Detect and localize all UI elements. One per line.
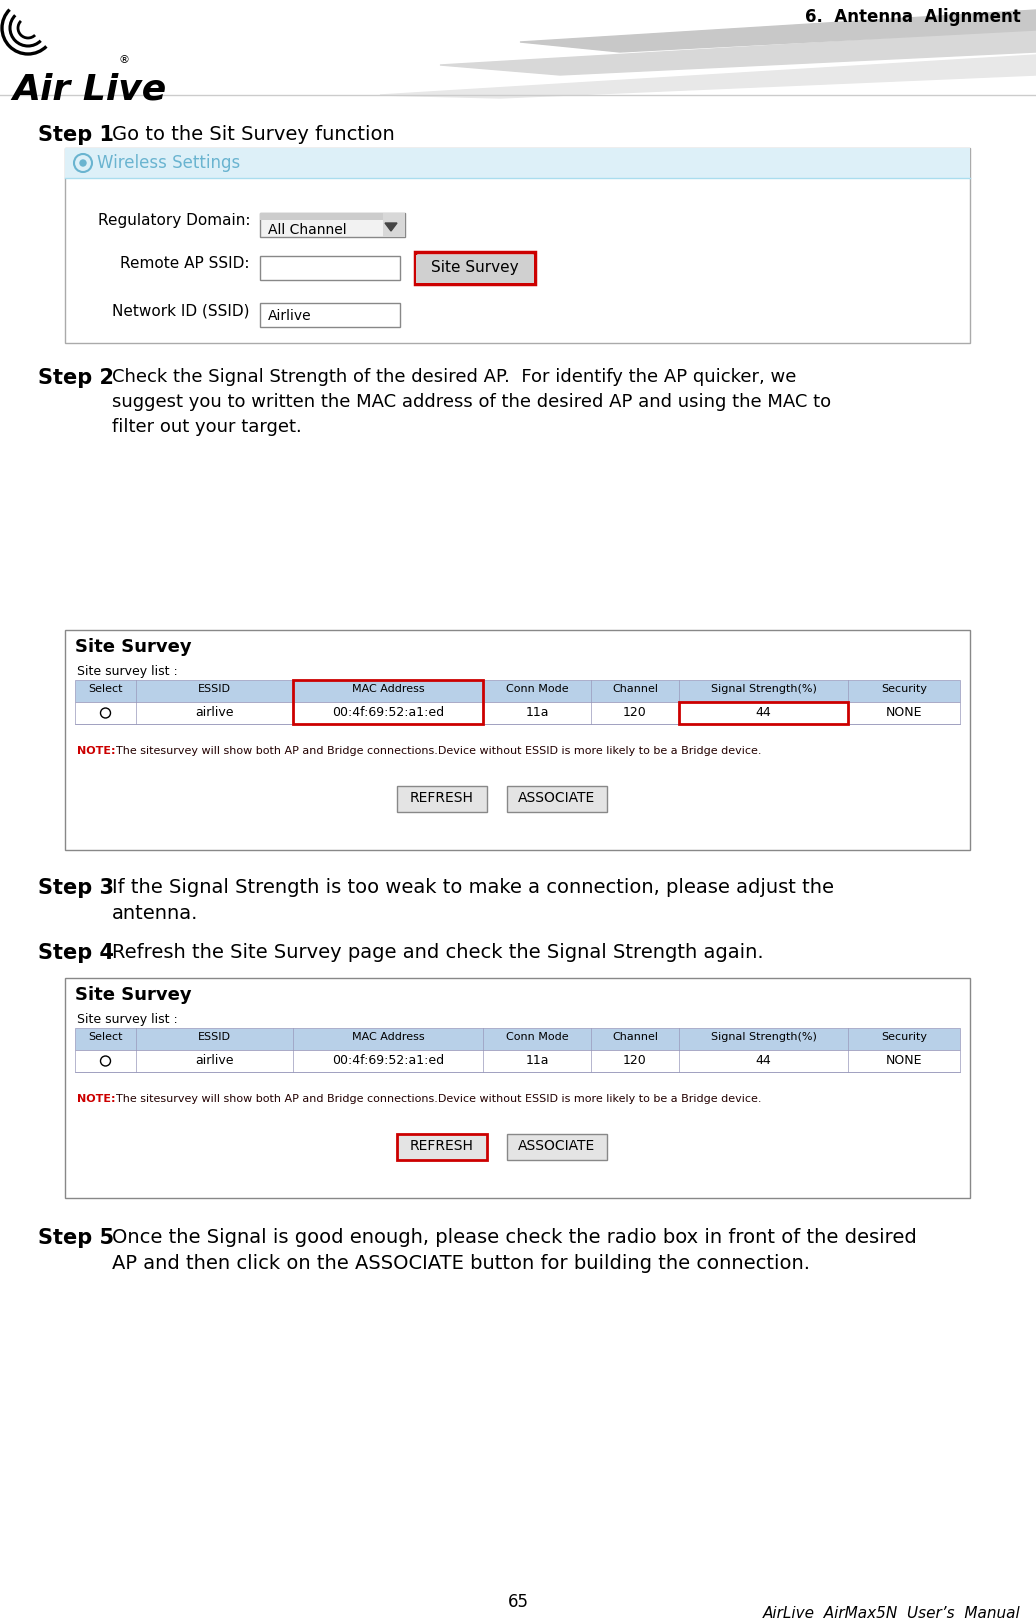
Text: ®: ® (118, 55, 130, 65)
Text: Step 5: Step 5 (38, 1228, 114, 1247)
Text: 65: 65 (508, 1594, 528, 1612)
FancyBboxPatch shape (75, 1050, 960, 1073)
Text: Security: Security (881, 684, 927, 694)
FancyBboxPatch shape (415, 252, 535, 285)
Text: 11a: 11a (525, 705, 549, 718)
Text: 6.  Antenna  Alignment: 6. Antenna Alignment (805, 8, 1021, 26)
Text: Select: Select (88, 1032, 122, 1042)
Text: filter out your target.: filter out your target. (112, 417, 301, 435)
Text: AP and then click on the ASSOCIATE button for building the connection.: AP and then click on the ASSOCIATE butto… (112, 1254, 810, 1273)
Text: 11a: 11a (525, 1053, 549, 1066)
Text: ASSOCIATE: ASSOCIATE (518, 1139, 596, 1154)
Text: airlive: airlive (195, 1053, 234, 1066)
Text: NOTE:: NOTE: (77, 1094, 115, 1103)
Text: 44: 44 (755, 1053, 772, 1066)
FancyBboxPatch shape (260, 214, 405, 220)
Text: ASSOCIATE: ASSOCIATE (518, 791, 596, 806)
Text: Regulatory Domain:: Regulatory Domain: (97, 214, 250, 228)
FancyBboxPatch shape (260, 303, 400, 327)
Text: Go to the Sit Survey function: Go to the Sit Survey function (112, 125, 395, 144)
Text: 120: 120 (623, 705, 646, 718)
Text: Wireless Settings: Wireless Settings (97, 154, 240, 172)
FancyBboxPatch shape (383, 214, 405, 236)
Text: Air Live: Air Live (12, 71, 166, 107)
Text: 00:4f:69:52:a1:ed: 00:4f:69:52:a1:ed (332, 705, 444, 718)
Text: Signal Strength(%): Signal Strength(%) (711, 1032, 816, 1042)
Text: ESSID: ESSID (198, 684, 231, 694)
Circle shape (80, 160, 86, 167)
Text: airlive: airlive (195, 705, 234, 718)
Text: MAC Address: MAC Address (351, 1032, 425, 1042)
Text: REFRESH: REFRESH (410, 1139, 473, 1154)
Text: suggest you to written the MAC address of the desired AP and using the MAC to: suggest you to written the MAC address o… (112, 393, 831, 411)
Text: Site survey list :: Site survey list : (77, 665, 178, 678)
Polygon shape (380, 55, 1036, 99)
Polygon shape (440, 31, 1036, 74)
Text: Select: Select (88, 684, 122, 694)
Text: The sitesurvey will show both AP and Bridge connections.Device without ESSID is : The sitesurvey will show both AP and Bri… (109, 1094, 761, 1103)
Text: REFRESH: REFRESH (410, 791, 473, 806)
Text: Security: Security (881, 1032, 927, 1042)
FancyBboxPatch shape (260, 256, 400, 280)
Text: NONE: NONE (886, 705, 922, 718)
FancyBboxPatch shape (65, 147, 970, 343)
FancyBboxPatch shape (65, 147, 970, 178)
FancyBboxPatch shape (397, 786, 487, 812)
Text: Site Survey: Site Survey (75, 985, 192, 1005)
Text: MAC Address: MAC Address (351, 684, 425, 694)
Text: ESSID: ESSID (198, 1032, 231, 1042)
Text: Step 2: Step 2 (38, 367, 114, 388)
Text: The sitesurvey will show both AP and Bridge connections.Device without ESSID is : The sitesurvey will show both AP and Bri… (109, 746, 761, 756)
Text: Channel: Channel (612, 1032, 658, 1042)
Text: Step 3: Step 3 (38, 879, 114, 898)
Text: Site Survey: Site Survey (431, 260, 519, 275)
Text: Step 1: Step 1 (38, 125, 114, 146)
Text: Channel: Channel (612, 684, 658, 694)
Text: Signal Strength(%): Signal Strength(%) (711, 684, 816, 694)
Text: 00:4f:69:52:a1:ed: 00:4f:69:52:a1:ed (332, 1053, 444, 1066)
FancyBboxPatch shape (65, 977, 970, 1197)
Text: Conn Mode: Conn Mode (506, 1032, 569, 1042)
FancyBboxPatch shape (75, 702, 960, 723)
Text: Step 4: Step 4 (38, 943, 114, 963)
Polygon shape (520, 10, 1036, 52)
Text: Network ID (SSID): Network ID (SSID) (113, 303, 250, 319)
Text: NOTE:: NOTE: (77, 746, 115, 756)
Text: All Channel: All Channel (268, 223, 347, 236)
Polygon shape (385, 223, 397, 231)
Text: Remote AP SSID:: Remote AP SSID: (120, 256, 250, 270)
Text: Refresh the Site Survey page and check the Signal Strength again.: Refresh the Site Survey page and check t… (112, 943, 764, 963)
FancyBboxPatch shape (507, 786, 607, 812)
Text: Site survey list :: Site survey list : (77, 1013, 178, 1026)
Text: Airlive: Airlive (268, 309, 312, 324)
FancyBboxPatch shape (397, 1134, 487, 1160)
Text: AirLive  AirMax5N  User’s  Manual: AirLive AirMax5N User’s Manual (764, 1607, 1021, 1618)
Text: NONE: NONE (886, 1053, 922, 1066)
FancyBboxPatch shape (65, 629, 970, 849)
FancyBboxPatch shape (507, 1134, 607, 1160)
FancyBboxPatch shape (75, 1027, 960, 1050)
FancyBboxPatch shape (75, 680, 960, 702)
Text: If the Signal Strength is too weak to make a connection, please adjust the: If the Signal Strength is too weak to ma… (112, 879, 834, 896)
Text: Check the Signal Strength of the desired AP.  For identify the AP quicker, we: Check the Signal Strength of the desired… (112, 367, 797, 387)
Text: Once the Signal is good enough, please check the radio box in front of the desir: Once the Signal is good enough, please c… (112, 1228, 917, 1247)
Text: Conn Mode: Conn Mode (506, 684, 569, 694)
FancyBboxPatch shape (260, 214, 405, 236)
Text: 44: 44 (755, 705, 772, 718)
Text: Site Survey: Site Survey (75, 637, 192, 655)
Text: antenna.: antenna. (112, 904, 198, 922)
Text: 120: 120 (623, 1053, 646, 1066)
FancyBboxPatch shape (416, 256, 534, 283)
